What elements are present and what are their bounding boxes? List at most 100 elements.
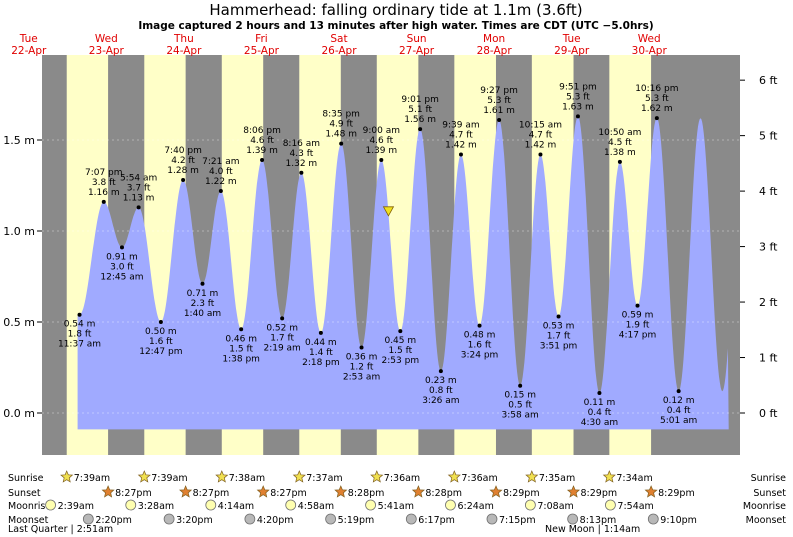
tide-area	[77, 116, 729, 430]
high-tide-label: 10:16 pm	[635, 84, 678, 94]
low-tide-point	[398, 329, 403, 334]
day-name: Tue	[562, 33, 581, 45]
moonrise-time: 2:39am	[58, 501, 94, 512]
low-tide-point	[597, 390, 602, 395]
y-tick-label-left: 0.0 m	[3, 407, 35, 420]
moonset-row-label: Moonset	[8, 515, 49, 526]
low-tide-point	[77, 312, 82, 317]
low-tide-label: 0.91 m	[106, 252, 138, 262]
moonset-moon-icon	[163, 513, 175, 525]
low-tide-label: 1.4 ft	[309, 348, 333, 358]
moonset-time: 3:20pm	[176, 515, 213, 526]
high-tide-point	[101, 199, 106, 204]
moonrise-row-label-right: Moonrise	[743, 501, 786, 512]
day-date: 28-Apr	[477, 45, 513, 57]
sunrise-row-label: Sunrise	[8, 473, 44, 484]
moonrise-moon-icon	[524, 499, 536, 511]
moonrise-moon-icon	[605, 499, 616, 511]
low-tide-label: 1.7 ft	[547, 332, 571, 342]
y-tick-label-right: 1 ft	[759, 352, 778, 365]
high-tide-label: 5:54 am	[120, 173, 157, 183]
low-tide-label: 0.4 ft	[588, 408, 612, 418]
moonset-time: 2:20pm	[95, 515, 132, 526]
high-tide-label: 5.3 ft	[566, 92, 590, 102]
low-tide-label: 0.53 m	[543, 322, 575, 332]
moonset-moon-icon	[244, 513, 256, 525]
high-tide-label: 5.1 ft	[408, 105, 432, 115]
moonrise-time: 4:14am	[218, 501, 254, 512]
high-tide-point	[260, 158, 265, 163]
low-tide-label: 0.48 m	[464, 331, 496, 341]
sunrise-time: 7:34am	[616, 473, 652, 484]
high-tide-point	[299, 170, 304, 175]
low-tide-point	[239, 327, 244, 332]
low-tide-label: 0.5 ft	[508, 401, 532, 411]
high-tide-point	[497, 117, 502, 122]
high-tide-label: 5.3 ft	[487, 96, 511, 106]
y-gridlines	[42, 139, 740, 414]
high-tide-point	[218, 188, 223, 193]
sunset-time: 8:29pm	[658, 488, 695, 499]
high-tide-label: 1.48 m	[325, 130, 357, 140]
low-tide-point	[158, 320, 163, 324]
day-date: 24-Apr	[166, 45, 202, 57]
low-tide-label: 0.4 ft	[667, 406, 691, 416]
moon-phase-right: New Moon | 1:14am	[545, 524, 640, 535]
current-tide-triangle	[382, 206, 395, 217]
sunset-star-icon	[334, 485, 348, 498]
high-tide-label: 1.42 m	[445, 141, 477, 151]
low-tide-label: 12:47 pm	[139, 347, 182, 357]
moonset-moon-icon	[647, 513, 659, 525]
high-tide-label: 1.38 m	[604, 148, 636, 158]
y-tick-label-left: 1.0 m	[3, 225, 35, 238]
moonrise-moon-icon	[365, 499, 376, 511]
sunset-star-icon	[411, 485, 425, 498]
high-tide-point	[136, 205, 141, 210]
sunrise-star-icon	[447, 470, 461, 483]
low-tide-label: 0.52 m	[266, 323, 298, 333]
high-tide-point	[458, 152, 463, 157]
low-tide-label: 2:19 am	[263, 343, 300, 353]
low-tide-point	[200, 281, 205, 286]
sunrise-time: 7:37am	[306, 473, 342, 484]
high-tide-label: 1.56 m	[404, 115, 436, 125]
low-tide-label: 1.5 ft	[229, 344, 253, 354]
high-tide-point	[654, 116, 659, 121]
chart-title: Hammerhead: falling ordinary tide at 1.1…	[209, 1, 582, 19]
moonset-moon-icon	[567, 513, 579, 525]
low-tide-label: 0.46 m	[225, 334, 257, 344]
sunrise-time: 7:36am	[461, 473, 497, 484]
moonset-time: 6:17pm	[418, 515, 455, 526]
high-tide-point	[575, 114, 580, 119]
moonset-moon-icon	[82, 513, 94, 525]
high-tide-point	[418, 127, 423, 132]
sunrise-star-icon	[370, 470, 384, 483]
sunset-star-icon	[489, 485, 503, 498]
y-tick-label-right: 2 ft	[759, 296, 778, 309]
moonset-time: 5:19pm	[338, 515, 375, 526]
high-tide-label: 7:07 pm	[85, 168, 123, 178]
high-tide-label: 4.9 ft	[329, 120, 353, 130]
y-tick-label-left: 1.5 m	[3, 134, 35, 147]
extreme-points	[77, 114, 681, 395]
high-tide-label: 1.13 m	[123, 193, 155, 203]
high-tide-label: 1.28 m	[167, 166, 199, 176]
sunset-time: 8:28pm	[425, 488, 462, 499]
moonrise-time: 3:28am	[138, 501, 174, 512]
moonrise-moon-icon	[205, 499, 217, 511]
moonset-row-label-right: Moonset	[746, 515, 787, 526]
high-tide-label: 1.16 m	[88, 188, 120, 198]
low-tide-label: 0.45 m	[384, 336, 416, 346]
current-tide-marker	[382, 206, 395, 217]
high-tide-label: 1.39 m	[365, 146, 397, 156]
y-tick-label-right: 6 ft	[759, 74, 778, 87]
low-tide-label: 2.3 ft	[191, 299, 215, 309]
high-tide-label: 4.3 ft	[290, 149, 314, 159]
moonrise-moon-icon	[445, 499, 456, 511]
moonset-moon-icon	[405, 513, 417, 525]
high-tide-label: 4.6 ft	[369, 136, 393, 146]
day-name: Sat	[330, 33, 347, 45]
low-tide-label: 0.36 m	[346, 352, 378, 362]
sunrise-star-icon	[60, 470, 74, 483]
high-tide-label: 1.63 m	[562, 102, 594, 112]
